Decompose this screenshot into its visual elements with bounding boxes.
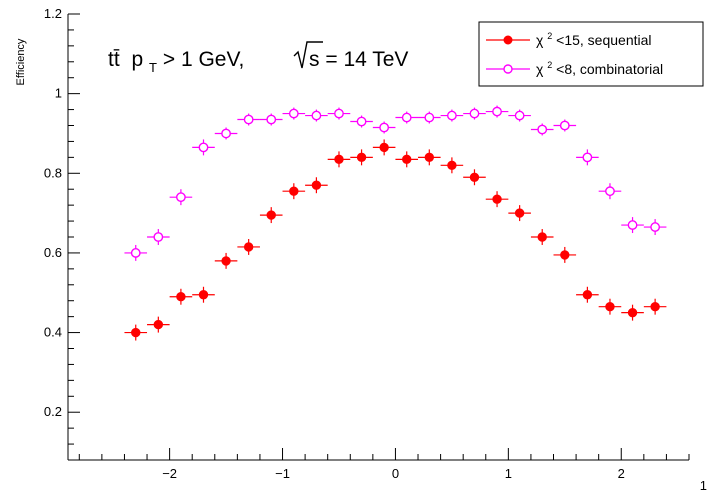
data-point xyxy=(469,172,480,182)
data-point xyxy=(627,307,638,318)
legend-label-combinatorial-rest: <8, combinatorial xyxy=(556,61,663,77)
annotation-cut-sub: T xyxy=(149,60,157,75)
x-tick-label: 0 xyxy=(392,466,399,481)
data-point xyxy=(334,108,344,119)
series-1 xyxy=(124,105,667,261)
x-tick-label: −2 xyxy=(162,466,177,481)
data-point xyxy=(447,160,457,171)
data-point xyxy=(243,242,254,252)
y-tick-label: 0.6 xyxy=(44,245,62,260)
svg-text:tt̄ p T: tt̄ p T > 1 GeV, xyxy=(108,48,244,77)
annotation-energy-prefix: s xyxy=(309,48,320,71)
legend: χ 2 <15, sequential χ 2 <8, combinatoria… xyxy=(478,21,704,87)
data-point xyxy=(537,232,547,242)
data-point xyxy=(379,142,389,153)
legend-entry-combinatorial: χ 2 <8, combinatorial xyxy=(486,55,663,77)
legend-label-combinatorial-base: χ xyxy=(536,61,544,77)
data-point xyxy=(356,116,367,127)
legend-label-combinatorial-sup: 2 xyxy=(547,60,552,70)
svg-text:χ 2 <15, s: χ 2 <15, sequential xyxy=(536,26,652,48)
data-point xyxy=(379,122,390,133)
x-tick-label: 1 xyxy=(505,466,512,481)
data-point xyxy=(401,112,412,123)
data-point xyxy=(582,152,593,163)
x-tick-label: −1 xyxy=(275,466,290,481)
series-layer xyxy=(124,105,667,341)
y-tick-label: 1.2 xyxy=(44,6,62,21)
data-point xyxy=(560,250,570,260)
y-axis-title: Efficiency xyxy=(15,38,27,85)
data-point xyxy=(153,319,164,330)
data-point xyxy=(582,290,593,300)
y-tick-label: 0.2 xyxy=(44,404,62,419)
data-point xyxy=(221,256,231,266)
data-point xyxy=(559,120,570,131)
data-point xyxy=(492,194,502,204)
data-point xyxy=(514,110,525,121)
data-point xyxy=(176,192,186,203)
data-point xyxy=(537,124,548,135)
x-tick-label: 2 xyxy=(618,466,625,481)
data-point xyxy=(311,180,322,190)
legend-marker-combinatorial xyxy=(503,64,513,74)
annotation-cut-rest: > 1 GeV, xyxy=(163,48,245,71)
annotation-cut: p xyxy=(132,48,144,71)
y-tick-label: 0.4 xyxy=(44,325,62,340)
data-point xyxy=(402,154,412,165)
data-point xyxy=(605,186,615,197)
svg-text:s = 14 TeV: s = 14 TeV xyxy=(309,48,408,71)
data-point xyxy=(650,301,660,312)
data-point xyxy=(311,110,322,121)
data-point xyxy=(198,142,209,153)
series-0 xyxy=(124,139,667,341)
data-point xyxy=(198,290,209,300)
legend-entry-sequential: χ 2 <15, sequential xyxy=(486,26,652,48)
data-point xyxy=(514,208,525,218)
data-point xyxy=(627,220,638,230)
data-point xyxy=(153,232,164,242)
data-point xyxy=(605,301,615,312)
data-point xyxy=(176,292,186,302)
legend-label-sequential-rest: <15, sequential xyxy=(556,32,651,48)
data-point xyxy=(130,248,141,258)
data-point xyxy=(356,152,367,163)
annotation-energy-rest: = 14 TeV xyxy=(325,48,408,71)
sqrt-sign xyxy=(293,41,323,69)
legend-marker-sequential xyxy=(503,35,513,45)
data-point xyxy=(650,222,661,232)
svg-text:χ 2 <8, co: χ 2 <8, combinatorial xyxy=(536,55,663,77)
data-point xyxy=(266,210,276,220)
data-point xyxy=(266,114,277,125)
data-point xyxy=(221,128,231,139)
data-point xyxy=(424,152,435,163)
y-tick-label: 0.8 xyxy=(44,165,62,180)
data-point xyxy=(288,108,299,119)
legend-label-sequential-base: χ xyxy=(536,32,544,48)
x-axis-corner-label: 1 xyxy=(700,478,707,493)
data-point xyxy=(424,112,435,123)
data-point xyxy=(469,108,480,119)
data-point xyxy=(446,110,457,121)
data-point xyxy=(243,114,254,125)
data-point xyxy=(492,106,502,117)
tick-labels: −2 −1 0 1 2 0.2 0.4 0.6 0.8 1 1.2 xyxy=(44,6,625,481)
axes-layer xyxy=(67,13,690,461)
annotation: tt̄ p T > 1 GeV, s = 14 TeV xyxy=(108,41,408,77)
data-point xyxy=(131,327,141,338)
annotation-process: tt̄ xyxy=(108,48,120,71)
data-point xyxy=(334,154,344,165)
legend-label-sequential-sup: 2 xyxy=(547,31,552,41)
y-tick-label: 1 xyxy=(55,86,62,101)
data-point xyxy=(289,186,299,196)
legend-box xyxy=(478,21,704,87)
